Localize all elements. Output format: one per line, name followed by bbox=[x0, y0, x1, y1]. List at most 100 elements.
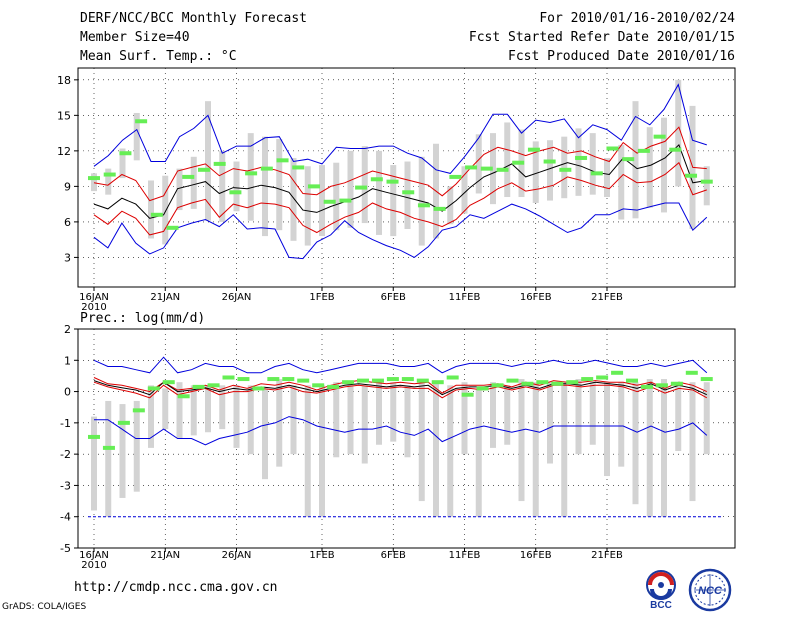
temp-ensemble-box bbox=[376, 150, 382, 235]
prec-observed-marker bbox=[297, 378, 310, 383]
temp-ensemble-box bbox=[361, 146, 368, 224]
source-url[interactable]: http://cmdp.ncc.cma.gov.cn bbox=[74, 580, 278, 595]
prec-observed-marker bbox=[506, 378, 519, 383]
prec-observed-marker bbox=[476, 386, 489, 391]
temp-xtick-label: 26JAN bbox=[222, 292, 252, 303]
prec-ensemble-box bbox=[689, 382, 696, 502]
temp-observed-marker bbox=[527, 147, 540, 152]
prec-ensemble-box bbox=[119, 404, 126, 498]
temp-ytick-label: 6 bbox=[64, 216, 71, 229]
ncc-logo-text: NCC bbox=[698, 585, 723, 597]
prec-ensemble-box bbox=[461, 382, 468, 455]
prec-ensemble-box bbox=[447, 385, 454, 517]
forecast-period: For 2010/01/16-2010/02/24 bbox=[539, 11, 735, 26]
temp-observed-marker bbox=[88, 176, 100, 181]
prec-ytick-label: 1 bbox=[64, 354, 71, 367]
temp-ytick-label: 18 bbox=[57, 74, 71, 87]
prec-observed-marker bbox=[446, 375, 459, 380]
prec-xtick-label: 21FEB bbox=[591, 550, 623, 561]
temp-ensemble-box bbox=[247, 133, 254, 221]
prec-ensemble-box bbox=[105, 400, 112, 517]
temp-observed-marker bbox=[622, 157, 635, 162]
fcst-started-date: Fcst Started Refer Date 2010/01/15 bbox=[468, 30, 735, 45]
prec-observed-marker bbox=[132, 408, 145, 413]
temp-ensemble-box bbox=[646, 127, 653, 208]
temp-observed-marker bbox=[182, 174, 195, 179]
prec-ensemble-box bbox=[304, 385, 311, 517]
prec-ensemble-box bbox=[162, 388, 169, 430]
temp-ensemble-box bbox=[304, 166, 311, 246]
temp-ensemble-box bbox=[276, 139, 283, 231]
temp-xtick-label: 11FEB bbox=[449, 292, 481, 303]
prec-observed-marker bbox=[237, 377, 250, 382]
prec-ensemble-box bbox=[632, 382, 639, 505]
temp-observed-marker bbox=[417, 203, 430, 208]
temp-observed-marker bbox=[135, 119, 148, 124]
prec-ensemble-box bbox=[575, 379, 582, 455]
temp-observed-marker bbox=[496, 167, 509, 172]
grads-credit: GrADS: COLA/IGES bbox=[2, 602, 87, 612]
prec-observed-marker bbox=[521, 381, 534, 386]
prec-observed-marker bbox=[162, 380, 175, 385]
prec-xtick-label: 11FEB bbox=[449, 550, 481, 561]
prec-plot-frame bbox=[77, 328, 736, 549]
prec-observed-marker bbox=[416, 378, 429, 383]
temp-ensemble-box bbox=[475, 134, 482, 194]
prec-xtick-label: 16JAN bbox=[79, 550, 109, 561]
prec-observed-marker bbox=[102, 445, 115, 450]
prec-observed-marker bbox=[207, 383, 220, 388]
temp-ensemble-box bbox=[675, 79, 682, 187]
temp-ytick-label: 9 bbox=[64, 180, 71, 193]
temp-observed-marker bbox=[307, 184, 320, 189]
temp-ensemble-box bbox=[176, 168, 183, 211]
temp-xtick-label: 16FEB bbox=[520, 292, 552, 303]
prec-observed-marker bbox=[431, 380, 444, 385]
prec-ensemble-box bbox=[646, 379, 653, 517]
temp-ensemble-box bbox=[575, 128, 582, 196]
chart-title: DERF/NCC/BCC Monthly Forecast bbox=[80, 11, 307, 26]
prec-observed-marker bbox=[357, 378, 370, 383]
temp-ensemble-box bbox=[547, 140, 553, 201]
prec-ensemble-box bbox=[205, 385, 211, 433]
prec-xtick-label: 26JAN bbox=[222, 550, 252, 561]
temp-ytick-label: 12 bbox=[57, 145, 71, 158]
prec-observed-marker bbox=[596, 375, 609, 380]
prec-ensemble-box bbox=[618, 382, 625, 467]
prec-ensemble-box bbox=[262, 388, 268, 480]
temp-observed-marker bbox=[575, 155, 588, 160]
prec-observed-marker bbox=[566, 380, 579, 385]
temp-observed-marker bbox=[653, 134, 666, 139]
temp-ytick-label: 3 bbox=[64, 251, 71, 264]
prec-ensemble-box bbox=[561, 382, 568, 517]
temp-ytick-label: 15 bbox=[57, 109, 71, 122]
temp-observed-marker bbox=[433, 206, 446, 211]
temp-observed-marker bbox=[590, 171, 603, 176]
prec-xtick-year: 2010 bbox=[81, 560, 106, 571]
prec-ensemble-box bbox=[589, 382, 596, 445]
prec-ensemble-box bbox=[518, 379, 525, 502]
temp-ensemble-box bbox=[205, 101, 211, 221]
prec-xtick-label: 16FEB bbox=[520, 550, 552, 561]
prec-ensemble-box bbox=[404, 385, 411, 458]
temp-ensemble-box bbox=[604, 157, 610, 198]
temp-observed-marker bbox=[276, 158, 289, 163]
prec-ytick-label: -1 bbox=[60, 417, 71, 430]
prec-ensemble-box bbox=[547, 382, 553, 464]
prec-panel-title: Prec.: log(mm/d) bbox=[80, 311, 205, 326]
prec-ensemble-box bbox=[176, 382, 183, 439]
temp-upper-line bbox=[93, 126, 707, 202]
temperature-panel: 3 6 9 12 15 18 16JAN 21JAN 26JAN 1FEB 6FEB 11FEB 16F… bbox=[57, 67, 736, 313]
temp-observed-marker bbox=[166, 225, 179, 230]
prec-observed-marker bbox=[177, 394, 190, 399]
prec-observed-marker bbox=[117, 420, 130, 425]
prec-ensemble-box bbox=[247, 385, 254, 455]
temp-xtick-label: 21JAN bbox=[150, 292, 180, 303]
temp-observed-marker bbox=[700, 179, 713, 184]
temp-observed-marker bbox=[213, 161, 226, 166]
temp-ensemble-box bbox=[347, 150, 354, 228]
temp-ensemble-box bbox=[219, 150, 226, 222]
prec-observed-marker bbox=[461, 392, 474, 397]
prec-ytick-label: 2 bbox=[64, 323, 71, 336]
temp-ensemble-box bbox=[661, 117, 667, 213]
